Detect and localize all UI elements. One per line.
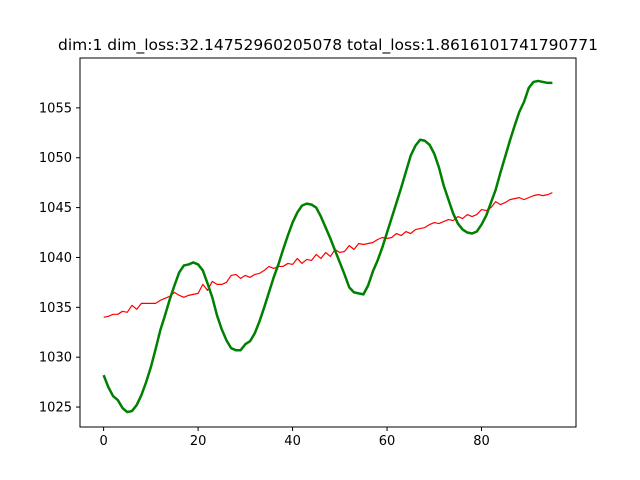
series-line-1: [102, 79, 553, 414]
x-tick-label: 40: [284, 434, 301, 449]
y-tick-label: 1045: [39, 201, 72, 216]
y-tick-label: 1030: [39, 351, 72, 366]
chart-title: dim:1 dim_loss:32.14752960205078 total_l…: [58, 36, 598, 55]
y-axis: 1025 1030 1035 1040 1045 1050 1055: [39, 101, 80, 416]
x-axis: 0 20 40 60 80: [99, 427, 490, 449]
x-tick-label: 60: [379, 434, 396, 449]
y-tick-label: 1035: [39, 301, 72, 316]
plot-area: [102, 79, 553, 414]
series-line-0: [103, 192, 553, 318]
x-tick-label: 80: [473, 434, 490, 449]
x-tick-label: 20: [190, 434, 207, 449]
axes-frame: [79, 57, 577, 428]
x-tick-label: 0: [99, 434, 107, 449]
y-tick-label: 1040: [39, 251, 72, 266]
y-tick-label: 1050: [39, 151, 72, 166]
y-tick-label: 1055: [39, 101, 72, 116]
y-tick-label: 1025: [39, 401, 72, 416]
